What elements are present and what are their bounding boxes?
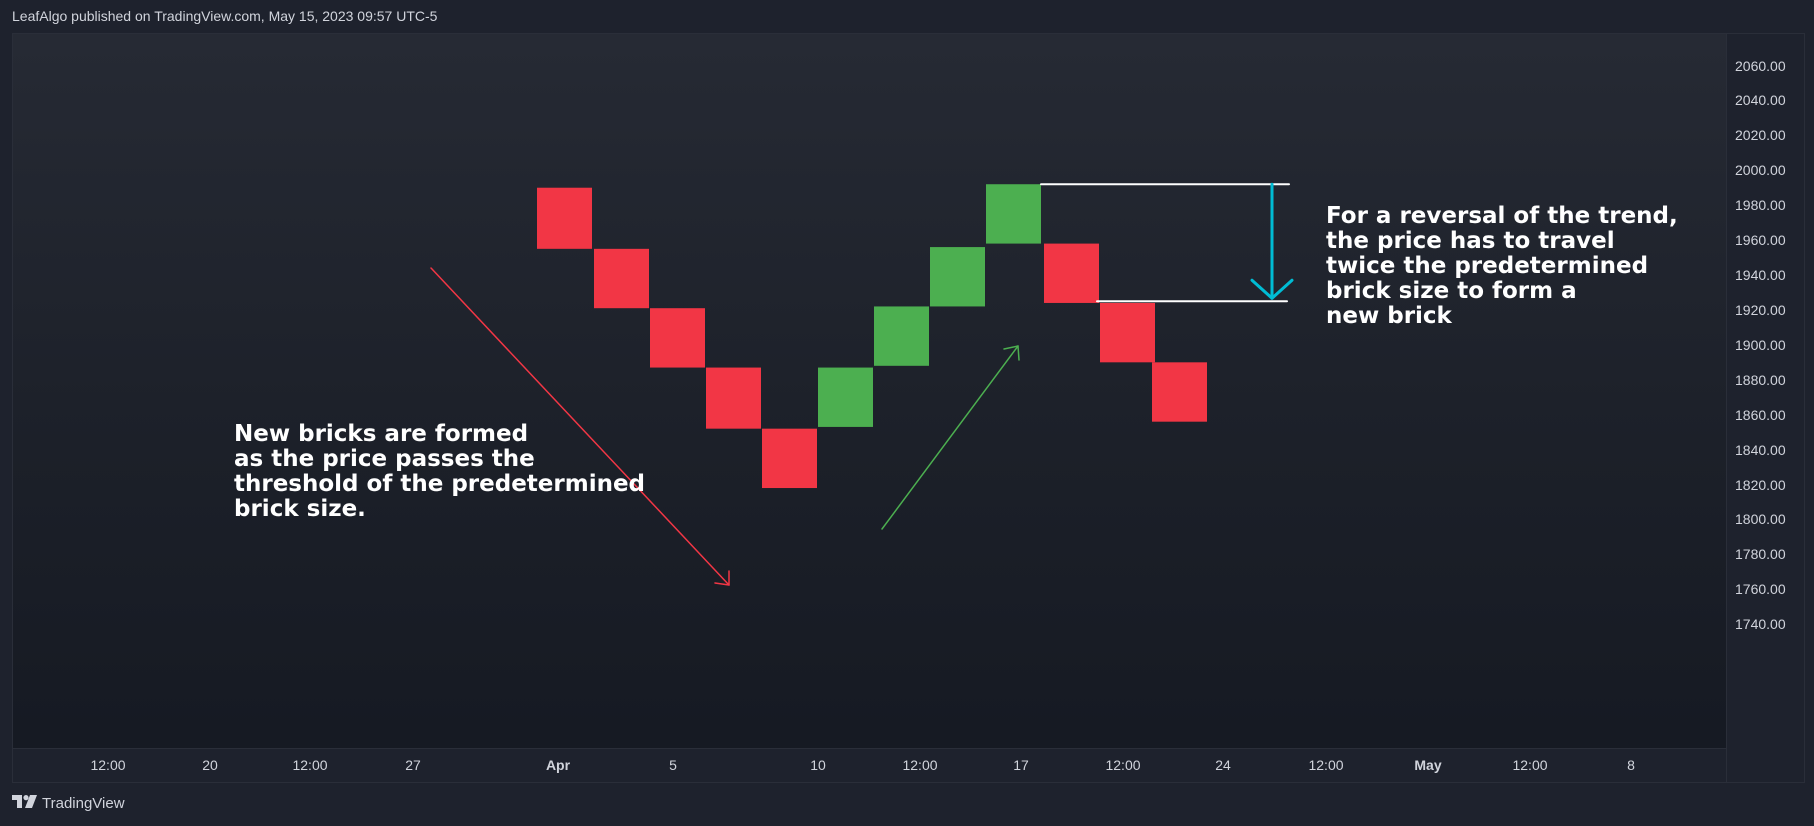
price-tick-label: 1840.00 — [1735, 441, 1786, 458]
price-tick-label: 1900.00 — [1735, 336, 1786, 353]
footer-brand[interactable]: TradingView — [12, 795, 125, 812]
time-tick-label: 20 — [202, 757, 218, 773]
axis-corner — [1726, 748, 1804, 782]
price-tick-label: 1920.00 — [1735, 301, 1786, 318]
downtrend-arrow-head[interactable] — [714, 570, 730, 586]
time-tick-label: 12:00 — [292, 757, 328, 773]
time-tick-label: 12:00 — [1512, 757, 1548, 773]
time-tick-label: 5 — [669, 757, 677, 773]
publisher-header: LeafAlgo published on TradingView.com, M… — [12, 8, 438, 24]
price-tick-label: 1980.00 — [1735, 197, 1786, 214]
price-tick-label: 2040.00 — [1735, 92, 1786, 109]
price-tick-label: 1780.00 — [1735, 546, 1786, 563]
time-tick-label: 27 — [405, 757, 421, 773]
time-tick-label: 8 — [1627, 757, 1635, 773]
price-tick-label: 1940.00 — [1735, 267, 1786, 284]
downtrend-arrow-line[interactable] — [430, 267, 730, 586]
price-tick-label: 2000.00 — [1735, 162, 1786, 179]
price-axis[interactable] — [1726, 34, 1804, 748]
time-axis[interactable] — [13, 748, 1804, 782]
left-annotation: New bricks are formed as the price passe… — [234, 421, 646, 522]
uptrend-arrow-line[interactable] — [881, 345, 1019, 530]
price-tick-label: 1880.00 — [1735, 371, 1786, 388]
uptrend-arrow-head[interactable] — [1003, 345, 1020, 361]
price-tick-label: 1740.00 — [1735, 616, 1786, 633]
renko-brick-down[interactable] — [537, 187, 592, 249]
renko-brick-down[interactable] — [1100, 302, 1155, 363]
footer-brand-label: TradingView — [42, 795, 125, 812]
price-tick-label: 2020.00 — [1735, 127, 1786, 144]
renko-brick-down[interactable] — [706, 367, 761, 429]
renko-plot[interactable] — [13, 34, 1726, 748]
renko-brick-down[interactable] — [594, 248, 649, 309]
renko-brick-up[interactable] — [930, 247, 985, 307]
right-annotation: For a reversal of the trend, the price h… — [1326, 203, 1678, 329]
price-tick-label: 2060.00 — [1735, 57, 1786, 74]
price-tick-label: 1760.00 — [1735, 581, 1786, 598]
time-tick-label: 24 — [1215, 757, 1231, 773]
renko-brick-up[interactable] — [986, 184, 1041, 244]
time-tick-label: 12:00 — [902, 757, 938, 773]
time-tick-label: Apr — [545, 757, 571, 773]
price-tick-label: 1960.00 — [1735, 232, 1786, 249]
renko-brick-down[interactable] — [1044, 243, 1099, 303]
time-tick-label: 12:00 — [90, 757, 126, 773]
time-tick-label: 12:00 — [1308, 757, 1344, 773]
time-tick-label: 12:00 — [1105, 757, 1141, 773]
time-tick-label: 17 — [1013, 757, 1029, 773]
price-tick-label: 1800.00 — [1735, 511, 1786, 528]
renko-brick-down[interactable] — [650, 308, 705, 368]
price-tick-label: 1860.00 — [1735, 406, 1786, 423]
price-tick-label: 1820.00 — [1735, 476, 1786, 493]
renko-brick-up[interactable] — [874, 306, 929, 366]
chart-area[interactable]: New bricks are formed as the price passe… — [12, 33, 1805, 783]
renko-brick-down[interactable] — [1152, 362, 1207, 422]
renko-brick-up[interactable] — [818, 367, 873, 427]
measure-arrow-head[interactable] — [1250, 278, 1294, 300]
time-tick-label: 10 — [810, 757, 826, 773]
tradingview-logo-icon — [12, 795, 37, 812]
time-tick-label: May — [1414, 757, 1442, 773]
renko-brick-down[interactable] — [762, 428, 817, 489]
